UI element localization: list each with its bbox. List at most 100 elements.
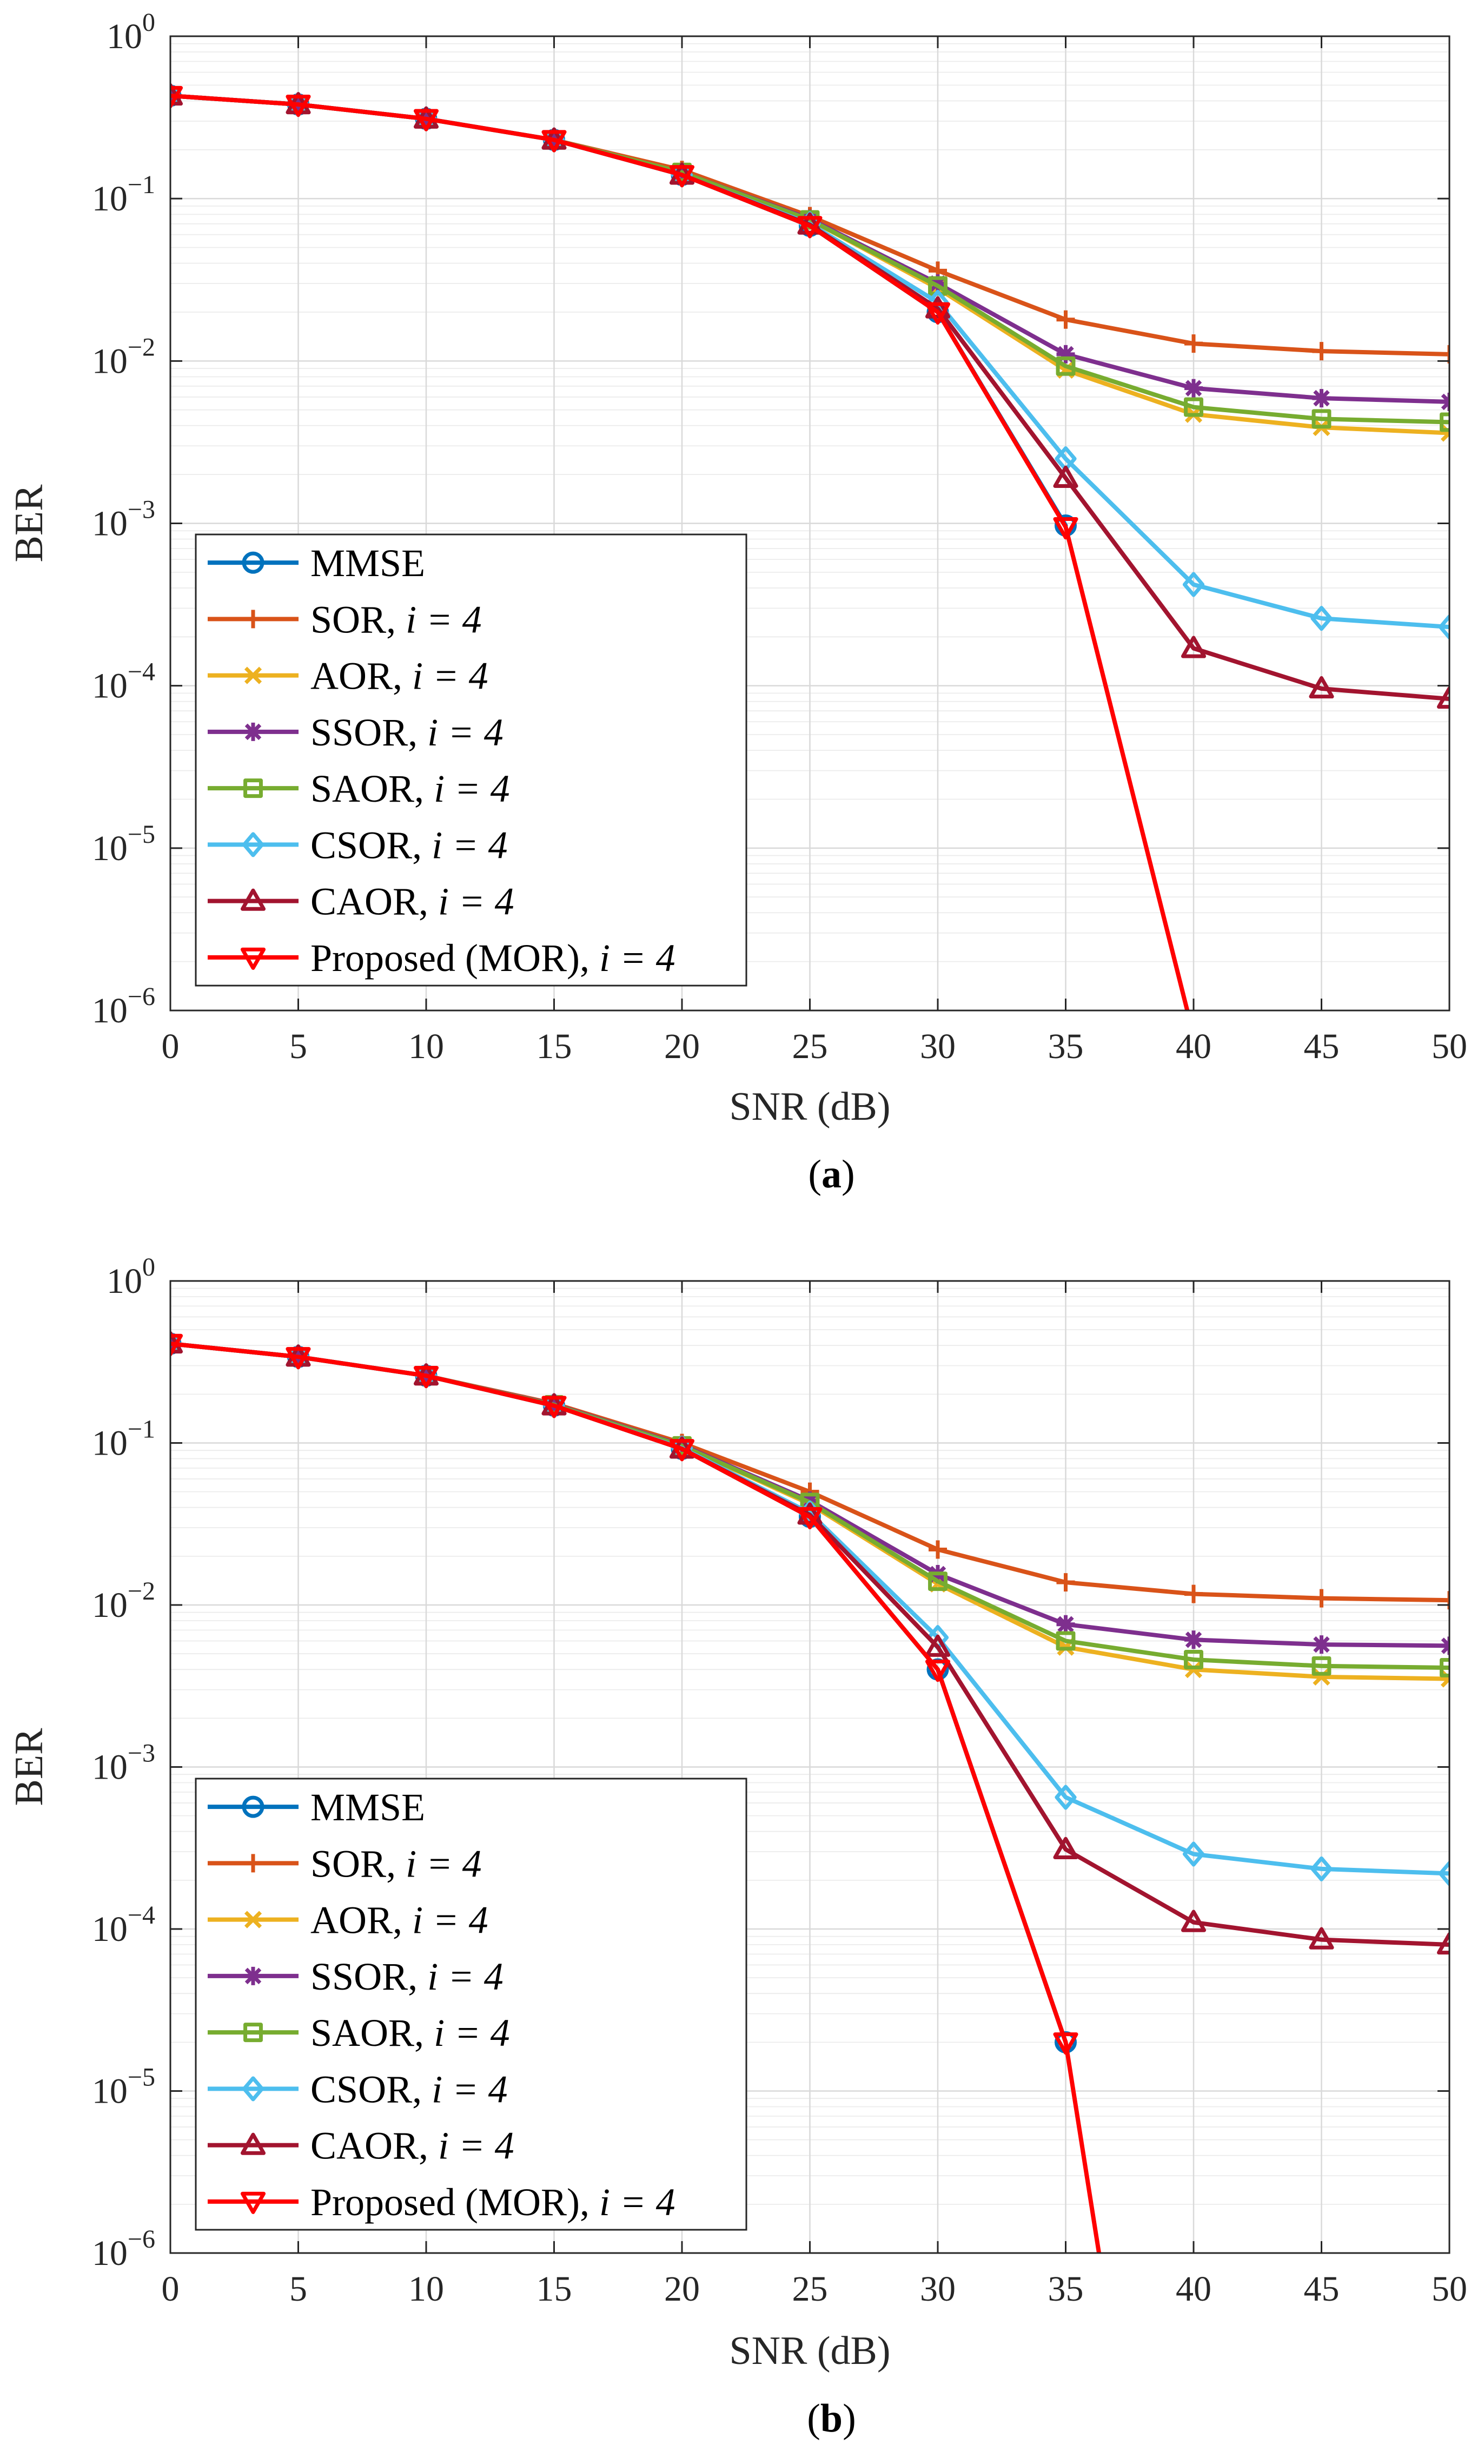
data-point xyxy=(1440,1658,1449,1677)
y-tick-label: 10−4 xyxy=(92,658,155,706)
legend-entry: SSOR, i = 4 xyxy=(310,1955,504,1998)
x-tick-label: 35 xyxy=(1048,1027,1084,1066)
legend-marker xyxy=(240,888,266,911)
data-point xyxy=(1053,517,1078,540)
data-point xyxy=(1438,1861,1449,1886)
data-point xyxy=(1440,345,1449,364)
data-point xyxy=(1311,409,1331,429)
legend-box xyxy=(195,1778,747,2231)
y-tick-label: 100 xyxy=(107,8,155,56)
y-tick-label: 10−4 xyxy=(92,1901,155,1949)
legend-entry: CSOR, i = 4 xyxy=(310,2067,508,2111)
series-line-7 xyxy=(170,1342,1102,2253)
data-point xyxy=(541,1396,567,1418)
data-point xyxy=(413,109,439,131)
legend-marker xyxy=(244,1854,262,1873)
x-tick-label: 5 xyxy=(289,2269,307,2309)
y-tick-label: 10−3 xyxy=(92,1739,155,1787)
data-point xyxy=(925,1634,951,1657)
data-point xyxy=(669,165,695,188)
data-point xyxy=(286,94,311,117)
panel-caption: (a) xyxy=(808,1152,854,1197)
y-tick-label: 10−6 xyxy=(92,982,155,1030)
y-tick-label: 10−3 xyxy=(92,496,155,544)
y-tick-label: 10−5 xyxy=(92,2063,155,2111)
data-point xyxy=(1312,342,1331,361)
data-point xyxy=(797,216,823,239)
legend-marker xyxy=(242,832,264,857)
data-point xyxy=(1184,1661,1203,1679)
data-point xyxy=(1310,1856,1333,1881)
data-point xyxy=(1053,1837,1078,1859)
y-tick-label: 10−6 xyxy=(92,2225,155,2273)
data-point xyxy=(1184,1630,1203,1649)
x-tick-label: 40 xyxy=(1176,2269,1211,2309)
data-point xyxy=(1053,465,1078,488)
legend-box xyxy=(195,533,747,987)
data-point xyxy=(1053,2032,1078,2055)
x-tick-label: 15 xyxy=(536,2269,572,2309)
legend-entry: Proposed (MOR), i = 4 xyxy=(310,2181,675,2224)
data-point xyxy=(1309,1927,1334,1950)
data-point xyxy=(541,130,567,153)
x-tick-label: 35 xyxy=(1048,2269,1084,2309)
chart-panel-b: 0 5 10 15 20 25 30 35 40 45 50 100 10−1 10−2 10−3 10−4 1… xyxy=(7,1253,1467,2441)
y-axis-label: BER xyxy=(7,484,51,563)
legend-entry: AOR, i = 4 xyxy=(310,1899,488,1942)
x-tick-label: 10 xyxy=(408,2269,444,2309)
legend-entry: SAOR, i = 4 xyxy=(310,767,510,810)
series-group xyxy=(170,83,1449,1010)
legend: MMSE SOR, i = 4 AOR, i = 4 SSOR, i = 4 SAOR,… xyxy=(195,1778,747,2231)
legend-entry: CAOR, i = 4 xyxy=(310,880,514,923)
data-point xyxy=(1438,615,1449,640)
legend-entry: CAOR, i = 4 xyxy=(310,2124,514,2168)
legend-marker xyxy=(243,2023,263,2043)
legend-marker xyxy=(244,722,262,741)
data-point xyxy=(1312,1635,1331,1654)
data-point xyxy=(286,1347,311,1370)
data-point xyxy=(170,1333,183,1357)
panel-caption: (b) xyxy=(807,2396,856,2441)
legend-entry: CSOR, i = 4 xyxy=(310,823,508,867)
data-point xyxy=(1312,1589,1331,1608)
data-point xyxy=(1312,389,1331,408)
data-point xyxy=(1056,356,1076,376)
legend-marker xyxy=(242,551,264,574)
data-point xyxy=(1182,572,1205,597)
legend-marker xyxy=(244,1911,262,1928)
data-point xyxy=(1056,310,1075,329)
legend-marker xyxy=(244,1966,262,1985)
legend-entry: MMSE xyxy=(310,541,425,585)
data-point xyxy=(1056,1573,1075,1592)
legend-entry: SSOR, i = 4 xyxy=(310,711,504,754)
y-tick-label: 100 xyxy=(107,1253,155,1301)
legend-marker xyxy=(242,2076,264,2102)
series-line-7 xyxy=(170,94,1190,1010)
x-tick-label: 50 xyxy=(1432,1027,1467,1066)
x-tick-label: 40 xyxy=(1176,1027,1211,1066)
data-point xyxy=(925,1660,951,1682)
x-tick-label: 20 xyxy=(664,2269,700,2309)
legend-marker xyxy=(244,666,262,684)
data-point xyxy=(1181,1910,1207,1932)
data-point xyxy=(1309,676,1334,699)
legend: MMSE SOR, i = 4 AOR, i = 4 SSOR, i = 4 SAOR,… xyxy=(195,533,747,987)
legend-marker xyxy=(240,2191,266,2214)
x-tick-label: 25 xyxy=(792,1027,828,1066)
legend-entry: Proposed (MOR), i = 4 xyxy=(310,936,675,980)
data-point xyxy=(1436,1932,1449,1955)
x-tick-label: 10 xyxy=(408,1027,444,1066)
data-point xyxy=(1440,412,1449,432)
x-axis-label: SNR (dB) xyxy=(729,1085,890,1129)
data-point xyxy=(1182,1841,1205,1867)
data-point xyxy=(170,85,183,109)
x-tick-label: 45 xyxy=(1304,1027,1340,1066)
y-axis-label: BER xyxy=(7,1728,51,1806)
x-tick-label: 45 xyxy=(1304,2269,1340,2309)
data-point xyxy=(797,1507,823,1530)
series-group xyxy=(170,1331,1449,2253)
legend-entry: SAOR, i = 4 xyxy=(310,2011,510,2055)
y-tick-label: 10−1 xyxy=(92,170,155,219)
y-tick-label: 10−2 xyxy=(92,333,155,381)
